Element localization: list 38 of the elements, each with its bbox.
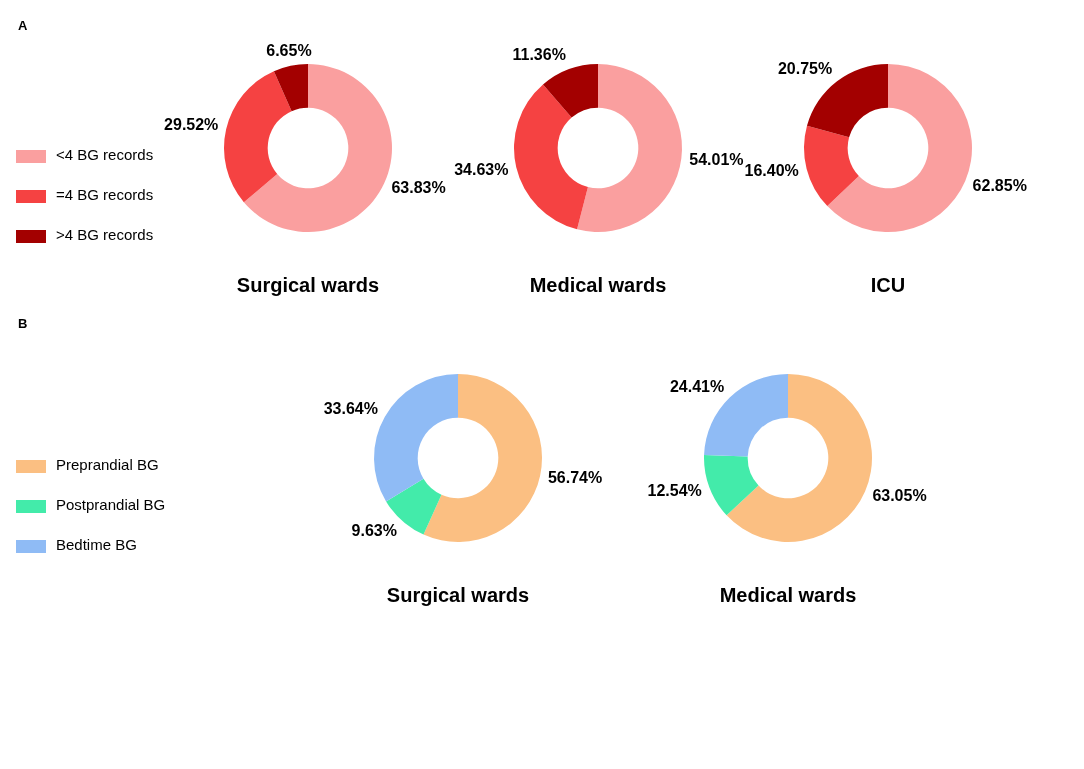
legend-label: Preprandial BG (56, 455, 159, 473)
data-label: 62.85% (972, 176, 1027, 194)
data-label: 9.63% (351, 521, 397, 539)
legend-label: <4 BG records (56, 145, 154, 163)
donut-slice (423, 374, 542, 542)
donut-slice (514, 84, 588, 230)
legend-label: Bedtime BG (56, 535, 137, 553)
donut-slice (224, 71, 292, 203)
text: ICU (870, 274, 906, 296)
text: A (18, 18, 28, 33)
data-label: 11.36% (512, 46, 566, 64)
text: B (18, 316, 28, 331)
donut-slice (273, 64, 308, 112)
donut-slice (804, 125, 859, 207)
data-label: 54.01% (689, 150, 744, 168)
text: Medical wards (529, 274, 667, 296)
data-label: 6.65% (266, 42, 312, 60)
data-label: 56.74% (547, 468, 603, 486)
data-label: 33.64% (323, 400, 378, 418)
data-label: 63.83% (391, 179, 446, 197)
text: Medical wards (719, 584, 857, 606)
donut-slice (543, 64, 598, 118)
donut-slice (243, 64, 392, 232)
data-label: 29.52% (164, 116, 219, 134)
data-label: 16.40% (744, 162, 799, 180)
text: Surgical wards (386, 584, 530, 606)
donut-slice (726, 374, 872, 542)
legend-label: =4 BG records (56, 185, 154, 203)
data-label: 34.63% (454, 160, 509, 178)
donut-slice (704, 454, 759, 516)
data-label: 24.41% (669, 377, 725, 395)
data-label: 12.54% (647, 482, 702, 500)
text: Surgical wards (236, 274, 380, 296)
donut-slice (577, 64, 682, 232)
data-label: 20.75% (777, 60, 833, 78)
legend-label: >4 BG records (56, 225, 154, 243)
data-label: 63.05% (872, 487, 927, 505)
legend-label: Postprandial BG (56, 495, 166, 513)
